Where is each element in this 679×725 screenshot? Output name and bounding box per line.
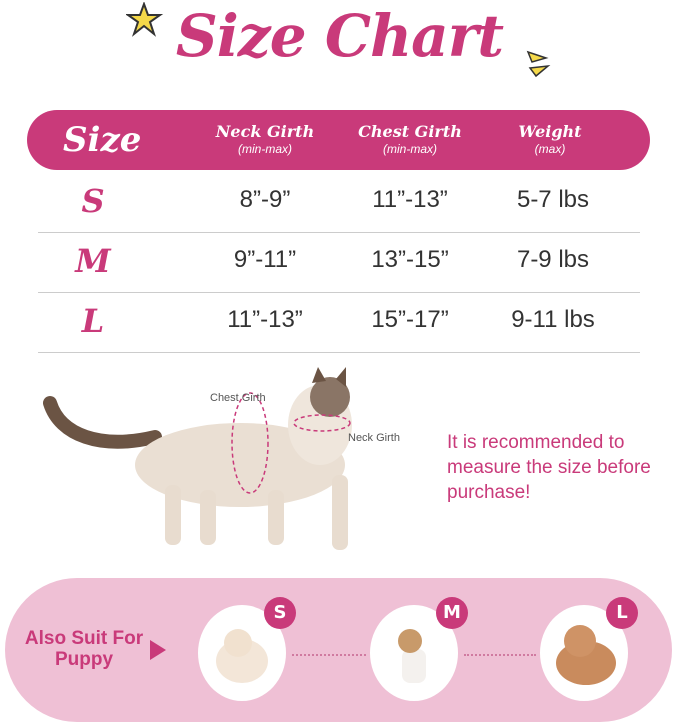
table-row: S 8”-9” 11”-13” 5-7 lbs xyxy=(38,172,640,233)
dotted-connector xyxy=(292,654,366,656)
puppy-image-l xyxy=(540,605,628,701)
header-size: Size xyxy=(63,120,142,160)
size-badge-s: S xyxy=(264,597,296,629)
also-suit-label: Also Suit For Puppy xyxy=(24,628,144,670)
play-arrow-icon xyxy=(150,640,166,660)
cat-illustration xyxy=(43,367,352,550)
page-title: Size Chart xyxy=(175,2,504,70)
table-row: L 11”-13” 15”-17” 9-11 lbs xyxy=(38,292,640,353)
size-badge-l: L xyxy=(606,597,638,629)
table-row: M 9”-11” 13”-15” 7-9 lbs xyxy=(38,232,640,293)
dotted-connector xyxy=(464,654,536,656)
neck-girth-label: Neck Girth xyxy=(348,432,400,444)
header-neck: Neck Girth (min-max) xyxy=(215,122,315,156)
header-chest: Chest Girth (min-max) xyxy=(358,122,462,156)
recommendation-text: It is recommended to measure the size be… xyxy=(447,432,651,503)
star-icon xyxy=(126,2,164,37)
size-badge-m: M xyxy=(436,597,468,629)
sparkle-icon xyxy=(526,50,551,78)
table-header: Size Neck Girth (min-max) Chest Girth (min… xyxy=(27,110,650,170)
chest-girth-label: Chest Girth xyxy=(210,392,266,404)
header-weight: Weight (max) xyxy=(518,122,582,156)
